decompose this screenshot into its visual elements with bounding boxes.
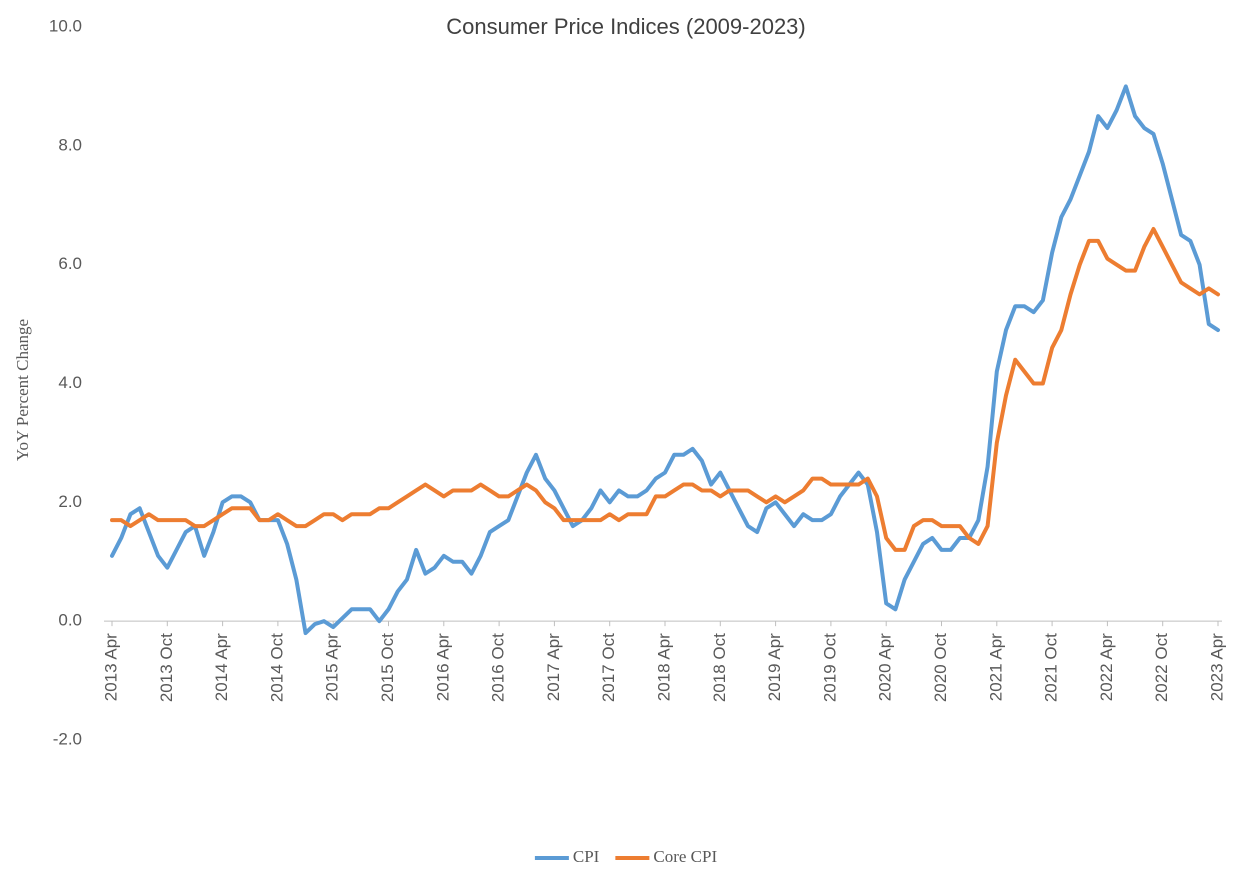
legend: CPI Core CPI (534, 847, 717, 866)
x-tick-label: 2017 Apr (544, 633, 563, 701)
x-tick-label: 2019 Oct (820, 633, 839, 702)
y-tick-label: 8.0 (58, 135, 82, 154)
x-tick-label: 2018 Oct (710, 633, 729, 702)
x-tick-label: 2014 Apr (212, 633, 231, 701)
x-tick-label: 2019 Apr (765, 633, 784, 701)
y-tick-label: 0.0 (58, 611, 82, 630)
x-tick-label: 2014 Oct (267, 633, 286, 702)
legend-label: CPI (573, 847, 600, 866)
x-tick-label: 2015 Apr (323, 633, 342, 701)
x-tick-label: 2013 Oct (157, 633, 176, 702)
y-tick-label: 4.0 (58, 373, 82, 392)
y-axis-label: YoY Percent Change (13, 319, 32, 461)
chart-title: Consumer Price Indices (2009-2023) (446, 14, 806, 39)
x-tick-label: 2023 Apr (1207, 633, 1226, 701)
x-tick-label: 2020 Oct (931, 633, 950, 702)
x-tick-label: 2013 Apr (101, 633, 120, 701)
x-tick-label: 2016 Oct (489, 633, 508, 702)
y-tick-label: 2.0 (58, 492, 82, 511)
x-tick-label: 2022 Oct (1152, 633, 1171, 702)
x-tick-label: 2021 Oct (1042, 633, 1061, 702)
x-tick-label: 2018 Apr (654, 633, 673, 701)
x-tick-label: 2016 Apr (433, 633, 452, 701)
x-tick-label: 2020 Apr (876, 633, 895, 701)
y-tick-label: 6.0 (58, 254, 82, 273)
x-tick-label: 2022 Apr (1097, 633, 1116, 701)
series-line (110, 84, 1220, 636)
series-line (110, 227, 1220, 552)
x-tick-label: 2021 Apr (986, 633, 1005, 701)
y-tick-label: 10.0 (49, 16, 82, 35)
y-tick-label: -2.0 (53, 729, 82, 748)
legend-label: Core CPI (653, 847, 717, 866)
x-tick-label: 2017 Oct (599, 633, 618, 702)
x-tick-label: 2015 Oct (378, 633, 397, 702)
